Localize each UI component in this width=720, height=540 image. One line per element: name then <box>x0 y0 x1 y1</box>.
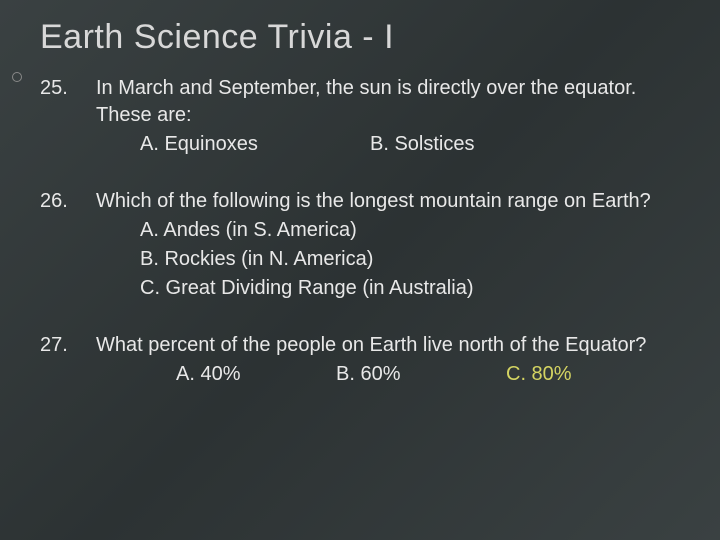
question-number: 26. <box>40 188 96 302</box>
options-col: A. Andes (in S. America) B. Rockies (in … <box>96 217 690 302</box>
question-text: What percent of the people on Earth live… <box>96 332 690 359</box>
question-27: 27. What percent of the people on Earth … <box>40 332 690 388</box>
options-row: A. 40% B. 60% C. 80% <box>96 361 690 388</box>
question-26: 26. Which of the following is the longes… <box>40 188 690 302</box>
question-number: 25. <box>40 75 96 158</box>
question-content: What percent of the people on Earth live… <box>96 332 690 388</box>
option-a: A. Andes (in S. America) <box>140 217 690 244</box>
option-b: B. Solstices <box>370 131 540 158</box>
slide-container: Earth Science Trivia - I 25. In March an… <box>0 0 720 438</box>
option-b: B. 60% <box>336 361 506 388</box>
question-text: Which of the following is the longest mo… <box>96 188 690 215</box>
options-row: A. Equinoxes B. Solstices <box>96 131 690 158</box>
question-text: In March and September, the sun is direc… <box>96 75 690 129</box>
question-25: 25. In March and September, the sun is d… <box>40 75 690 158</box>
option-a: A. Equinoxes <box>140 131 370 158</box>
question-content: Which of the following is the longest mo… <box>96 188 690 302</box>
bullet-decoration <box>12 72 22 82</box>
page-title: Earth Science Trivia - I <box>40 18 690 57</box>
option-a: A. 40% <box>176 361 336 388</box>
option-c: C. Great Dividing Range (in Australia) <box>140 275 690 302</box>
question-number: 27. <box>40 332 96 388</box>
option-c: C. 80% <box>506 361 572 388</box>
question-content: In March and September, the sun is direc… <box>96 75 690 158</box>
option-b: B. Rockies (in N. America) <box>140 246 690 273</box>
